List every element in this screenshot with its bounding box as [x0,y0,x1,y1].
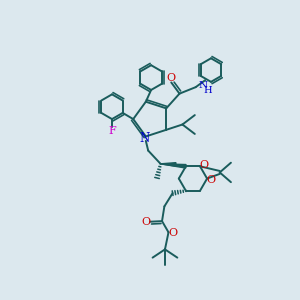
Text: H: H [204,86,212,95]
Text: F: F [108,126,116,136]
Polygon shape [160,163,176,166]
Polygon shape [160,164,186,168]
Text: O: O [166,73,175,83]
Text: N: N [198,82,207,91]
Text: O: O [207,175,216,185]
Text: O: O [200,160,209,170]
Text: O: O [168,228,177,238]
Text: N: N [140,132,150,145]
Text: O: O [141,217,150,227]
